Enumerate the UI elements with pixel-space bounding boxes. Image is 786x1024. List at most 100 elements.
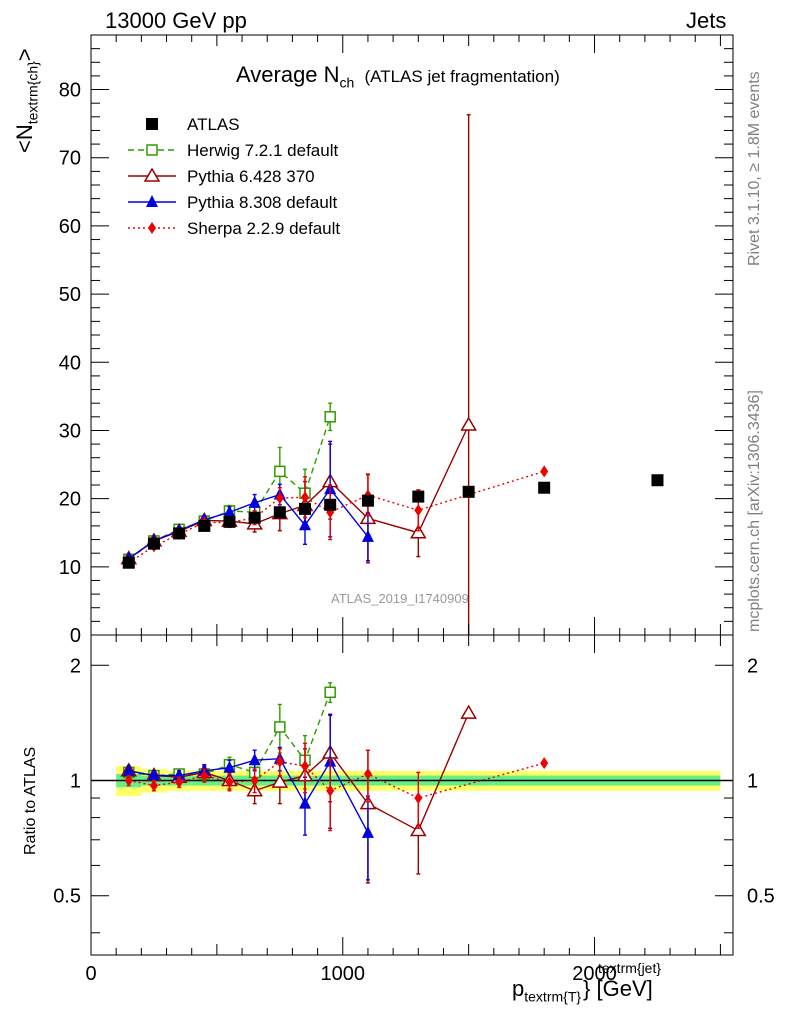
legend-marker-sherpa [148, 222, 156, 234]
data-point-atlas [248, 511, 261, 524]
data-point-sherpa [275, 491, 284, 504]
legend-label-atlas: ATLAS [187, 115, 240, 134]
legend-label-sherpa: Sherpa 2.2.9 default [187, 219, 340, 238]
data-point-pythia6 [409, 822, 427, 837]
legend-marker-atlas [146, 118, 158, 130]
data-point-pythia8 [248, 753, 261, 766]
data-point-atlas [538, 481, 551, 494]
series-line-pythia8 [128, 487, 369, 560]
main-panel-layer [120, 114, 664, 635]
data-point-sherpa [200, 769, 209, 782]
data-point-sherpa [225, 776, 234, 789]
ratio-y-tick-label: 1 [70, 771, 81, 793]
data-point-atlas [122, 556, 135, 569]
header-left: 13000 GeV pp [105, 8, 247, 33]
x-tick-label: 2000 [572, 963, 617, 985]
rivet-label: Rivet 3.1.10, ≥ 1.8M events [746, 71, 763, 266]
ylabel-main-sub: textrm{ch} [24, 61, 41, 125]
legend-marker-herwig [146, 144, 158, 156]
data-point-atlas [273, 506, 286, 519]
y-tick-label: 20 [59, 489, 81, 511]
data-point-pythia8 [361, 825, 374, 838]
data-point-sherpa [149, 779, 158, 792]
title-sub: ch [339, 74, 355, 91]
data-point-atlas [223, 515, 236, 528]
series-sherpa [124, 742, 549, 832]
data-point-sherpa [414, 504, 423, 517]
y-tick-label: 60 [59, 216, 81, 238]
y-tick-label: 50 [59, 284, 81, 306]
series-line-sherpa [128, 760, 545, 799]
data-point-atlas [462, 485, 475, 498]
data-point-herwig [274, 465, 286, 478]
data-point-pythia8 [173, 768, 186, 781]
data-point-pythia6 [409, 524, 427, 539]
data-point-pythia6 [460, 704, 477, 719]
data-point-pythia6 [271, 773, 289, 788]
ylabel-main-tail: > [12, 48, 37, 62]
xlabel-p: p [512, 976, 525, 1001]
series-line-pythia8 [128, 758, 369, 834]
data-point-sherpa [414, 792, 423, 805]
ratio-y-tick-label-right: 2 [747, 655, 758, 677]
data-point-herwig [324, 686, 336, 699]
data-point-atlas [299, 502, 311, 515]
legend-label-herwig: Herwig 7.2.1 default [187, 141, 338, 160]
x-tick-label: 0 [85, 963, 96, 985]
data-point-atlas [324, 498, 337, 511]
xlabel: ptextrm{T}} [GeV] [512, 976, 653, 1004]
x-tick-label: 1000 [321, 963, 366, 985]
y-tick-label: 80 [59, 80, 81, 102]
y-tick-label: 40 [59, 352, 81, 374]
ratio-y-tick-label: 0.5 [53, 886, 81, 908]
header-right: Jets [686, 8, 727, 33]
xlabel-sup: textrm{jet} [598, 960, 662, 976]
data-point-sherpa [540, 465, 549, 478]
title-suffix: (ATLAS jet fragmentation) [364, 67, 560, 86]
legend-label-pythia6: Pythia 6.428 370 [187, 167, 315, 186]
ratio-panel-layer [91, 682, 733, 884]
data-point-pythia8 [122, 763, 135, 776]
xlabel-sub: textrm{T} [524, 988, 582, 1005]
data-point-sherpa [363, 767, 372, 780]
data-point-pythia8 [361, 529, 374, 542]
ratio-y-tick-label-right: 1 [747, 771, 758, 793]
legend-marker-pythia6 [143, 167, 161, 182]
data-point-sherpa [175, 776, 184, 789]
data-point-pythia6 [460, 416, 477, 431]
data-point-atlas [198, 519, 211, 532]
data-point-pythia8 [299, 796, 311, 809]
data-point-sherpa [250, 774, 259, 787]
data-point-pythia8 [248, 495, 261, 508]
series-sherpa [124, 465, 549, 569]
data-point-sherpa [540, 757, 549, 770]
y-tick-label: 30 [59, 420, 81, 442]
data-point-sherpa [301, 491, 309, 504]
data-point-sherpa [301, 760, 309, 773]
mcplots-label: mcplots.cern.ch [arXiv:1306.3436] [746, 390, 763, 632]
data-point-atlas [173, 527, 186, 540]
series-pythia8 [122, 713, 374, 881]
series-pythia6 [120, 704, 477, 884]
ylabel-main: <Ntextrm{ch}> [12, 48, 40, 153]
series-atlas [122, 474, 664, 569]
y-tick-label: 0 [70, 625, 81, 647]
ratio-y-tick-label-right: 0.5 [747, 886, 775, 908]
data-point-atlas [412, 490, 425, 503]
data-point-pythia8 [223, 760, 236, 773]
data-point-atlas [147, 537, 160, 550]
data-point-herwig [324, 411, 336, 423]
data-point-atlas [361, 494, 374, 507]
xlabel-unit: } [GeV] [583, 976, 653, 1001]
legend-marker-pythia8 [146, 195, 158, 207]
data-point-sherpa [124, 774, 133, 787]
y-tick-label: 70 [59, 148, 81, 170]
y-tick-label: 10 [59, 557, 81, 579]
legend-entries: ATLAS Herwig 7.2.1 default Pythia 6.428 37… [128, 115, 340, 238]
data-point-atlas [651, 474, 664, 487]
legend-label-pythia8: Pythia 8.308 default [187, 193, 338, 212]
plot-title: Average Nch (ATLAS jet fragmentation) [236, 62, 560, 90]
ylabel-ratio: Ratio to ATLAS [22, 746, 39, 855]
plot-frames: 0 1000 2000 0 10 20 30 40 50 60 70 80 0.5 0.5 1 1 2 2 [53, 34, 775, 985]
